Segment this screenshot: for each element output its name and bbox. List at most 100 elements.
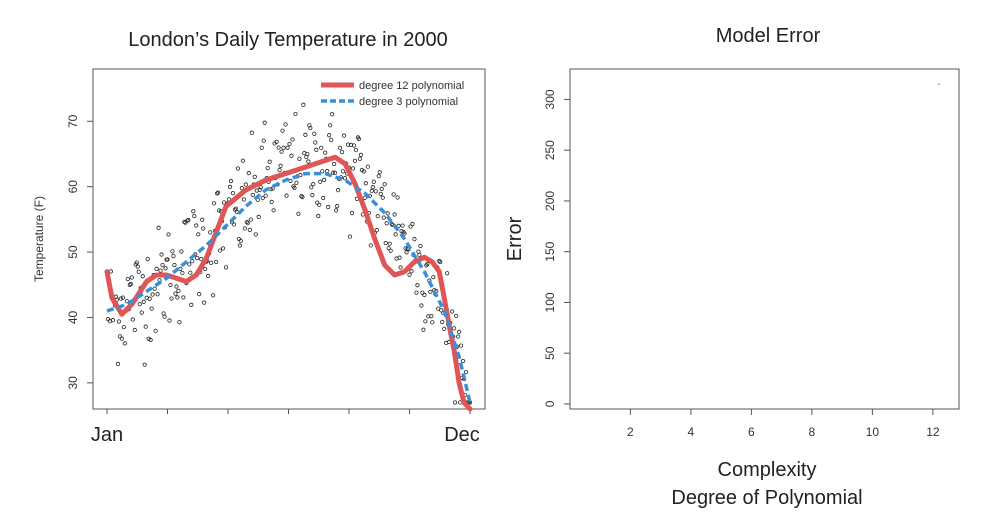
data-point: [196, 232, 201, 237]
data-point: [167, 318, 172, 323]
data-point: [389, 221, 394, 227]
data-point: [269, 199, 274, 205]
data-point: [385, 211, 390, 216]
data-point: [440, 319, 445, 325]
data-point: [384, 221, 389, 226]
data-point: [300, 194, 305, 200]
scatter-points: [105, 102, 473, 405]
data-point: [130, 317, 135, 322]
data-point: [350, 166, 356, 171]
y-axis-model-error: 0 50 100 150 200 250 300: [543, 89, 570, 407]
data-point: [141, 299, 146, 304]
data-point: [375, 214, 380, 219]
data-point: [431, 275, 436, 280]
data-point: [392, 212, 397, 217]
data-point: [142, 362, 147, 367]
data-point: [119, 336, 124, 341]
data-point: [289, 153, 294, 158]
data-point: [246, 171, 251, 176]
data-point: [202, 300, 207, 305]
data-point: [321, 195, 326, 201]
data-point: [257, 187, 262, 192]
data-point: [148, 337, 153, 342]
data-point: [395, 195, 400, 200]
data-point: [260, 195, 265, 201]
data-point: [278, 163, 283, 168]
data-point: [120, 295, 125, 300]
data-point: [377, 170, 382, 175]
data-point: [187, 262, 192, 267]
data-point: [262, 120, 267, 125]
data-point: [212, 201, 217, 206]
data-point: [139, 310, 144, 315]
y-tick-label: 100: [543, 292, 557, 312]
y-tick-label: 40: [66, 310, 80, 324]
data-point: [322, 177, 327, 182]
data-point: [172, 262, 177, 268]
data-point: [179, 249, 184, 254]
data-point: [215, 190, 221, 195]
data-point: [369, 188, 374, 194]
data-point: [270, 186, 275, 191]
data-point: [342, 176, 348, 181]
plot-frame-temperature: [92, 68, 486, 410]
data-point: [178, 266, 183, 271]
data-point: [379, 186, 384, 191]
data-point: [365, 164, 370, 169]
data-point: [274, 139, 279, 144]
y-tick-label: 150: [543, 241, 557, 261]
chart-title-model-error: Model Error: [716, 25, 821, 47]
data-point: [129, 275, 134, 280]
data-point: [356, 136, 362, 141]
data-point: [311, 181, 316, 187]
data-point: [137, 302, 142, 307]
data-point: [231, 222, 237, 227]
fit-lines: [104, 154, 473, 412]
data-point: [285, 145, 290, 150]
data-point: [373, 189, 378, 194]
data-point: [439, 308, 444, 313]
data-point: [452, 326, 457, 331]
data-point: [180, 270, 185, 276]
data-point: [378, 191, 383, 196]
data-point: [327, 133, 332, 138]
data-point: [228, 179, 234, 184]
data-point: [328, 123, 333, 128]
data-point: [281, 145, 286, 150]
data-point: [442, 326, 447, 331]
data-point: [332, 161, 337, 167]
data-point: [127, 282, 132, 288]
data-point: [176, 288, 181, 294]
x-tick-label: 10: [866, 425, 880, 439]
data-point: [214, 191, 220, 196]
data-point: [265, 166, 270, 171]
data-point: [455, 334, 461, 339]
data-point: [208, 230, 213, 235]
data-point: [199, 257, 204, 262]
data-point: [383, 240, 388, 246]
data-point: [239, 186, 244, 191]
error-point: [938, 83, 940, 86]
data-point: [335, 188, 341, 193]
data-point: [319, 145, 324, 150]
data-point: [290, 137, 295, 142]
data-point: [409, 269, 414, 274]
data-point: [252, 174, 257, 179]
data-point: [357, 156, 363, 161]
data-point: [306, 159, 311, 164]
data-point: [460, 358, 466, 364]
x-axis-temperature: [106, 409, 471, 414]
y-tick-label: 50: [66, 245, 80, 259]
data-point: [173, 291, 178, 296]
data-point: [186, 217, 191, 223]
data-point: [402, 231, 407, 236]
data-point: [217, 248, 223, 253]
data-point: [235, 166, 241, 171]
data-point: [316, 213, 321, 219]
data-point: [418, 243, 423, 249]
data-point: [398, 265, 403, 270]
data-point: [309, 185, 314, 190]
data-point: [221, 200, 227, 205]
data-point: [168, 282, 173, 288]
